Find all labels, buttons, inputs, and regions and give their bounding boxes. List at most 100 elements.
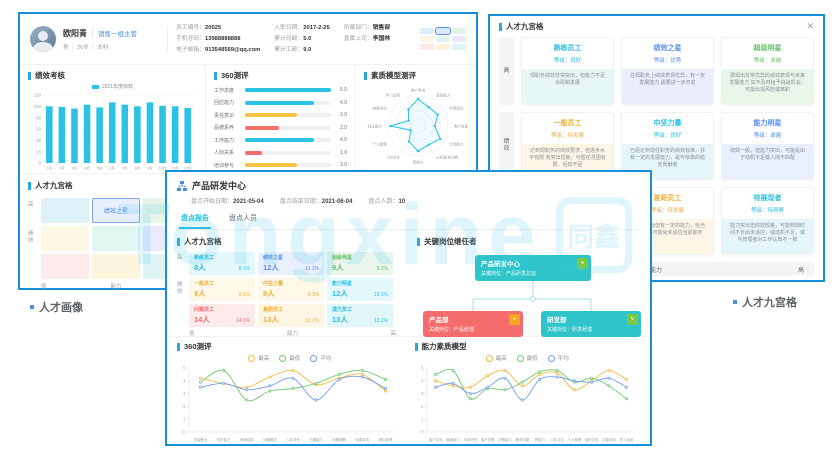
avatar: [30, 26, 56, 52]
meta-value: 2021-05-04: [233, 199, 264, 205]
tab-review-report[interactable]: 盘点报告: [179, 210, 211, 229]
svg-text:抗压能力: 抗压能力: [368, 124, 383, 129]
department-title: 产品研发中心: [192, 181, 247, 191]
org-node-child: 研发部 关键岗位：研发经理 ˅: [541, 311, 641, 337]
bullet-icon: [30, 305, 34, 309]
nine-grid-cell[interactable]: 绩效之星: [92, 198, 140, 223]
svg-text:组织认知: 组织认知: [584, 437, 598, 442]
title-accent-bar: [499, 22, 502, 31]
svg-text:5月: 5月: [97, 166, 103, 171]
svg-text:120: 120: [34, 93, 42, 98]
assessment-bar-fill: [245, 138, 314, 142]
employee-field: 手机号码：13988888888: [176, 35, 260, 43]
assessment-360-row: 工作能力 4.0: [214, 137, 347, 144]
org-connectors: [472, 281, 592, 311]
cell-count: 12人: [263, 263, 279, 272]
assessment-bar-track: [245, 88, 331, 92]
assessment-label: 回应能力: [214, 100, 235, 106]
field-label: 员工编号：: [176, 25, 205, 31]
grid-panel-header: 人才九宫格 ✕: [490, 16, 823, 35]
center-grid-cell: 一般员工 9人 9.1%: [189, 278, 255, 301]
field-label: 累计司龄：: [274, 36, 304, 42]
cell-count: 9人: [263, 289, 275, 298]
field-label: 所属部门：: [343, 25, 373, 31]
field-value: 913548569@qq.com: [205, 47, 261, 53]
svg-text:战略理解: 战略理解: [332, 437, 346, 442]
assessment-bar-track: [245, 125, 331, 130]
svg-text:9月: 9月: [147, 166, 153, 171]
row-axis-label: 绩效: [499, 112, 514, 180]
cell-percent: 8.1%: [238, 266, 250, 272]
cell-percent: 9.1%: [376, 266, 388, 272]
card-level: 等级：良好: [553, 58, 582, 64]
svg-text:7月: 7月: [122, 166, 128, 171]
assessment-bar-track: [245, 138, 331, 142]
svg-text:市场研究: 市场研究: [449, 106, 464, 111]
meta-label: 盘点人数：: [368, 199, 399, 205]
svg-text:1: 1: [421, 417, 424, 422]
svg-text:4: 4: [421, 378, 424, 383]
svg-text:忠诚敬业: 忠诚敬业: [194, 437, 208, 442]
title-accent-bar: [414, 342, 418, 351]
svg-text:60: 60: [36, 127, 41, 132]
expand-button[interactable]: ˅: [577, 258, 588, 269]
svg-text:客户关联: 客户关联: [454, 124, 469, 129]
legend-item: 平均: [547, 354, 569, 362]
center-grid-cell: 能力明星 12人 12.1%: [327, 278, 393, 301]
svg-text:分析解决问题: 分析解决问题: [436, 155, 458, 160]
assessment-360-row: 责任意识 3.0: [214, 112, 347, 119]
assessment-value: 1.0: [340, 149, 347, 156]
svg-text:营销能力: 营销能力: [436, 92, 451, 97]
performance-section: 绩效考核 2021年度绩效 0 20 40 60 80 100 120 1月 2月 3月 4月 5月 6…: [20, 65, 206, 173]
cell-percent: 12.1%: [373, 292, 388, 298]
assessment-360-row: 品德素养 2.0: [214, 124, 347, 132]
bullet-icon: [733, 300, 737, 304]
close-icon[interactable]: ✕: [806, 21, 814, 31]
expand-button[interactable]: ˅: [509, 314, 520, 325]
legend-item: 最高: [248, 354, 269, 362]
svg-text:结果导向: 结果导向: [372, 106, 387, 111]
card-level: 等级：卓越: [753, 133, 782, 139]
card-level: 等级：待发展: [650, 208, 684, 214]
section-title-model: 素质模型测评: [364, 70, 468, 81]
svg-text:11月: 11月: [171, 166, 178, 171]
cell-values: 13人 13.1%: [332, 314, 388, 325]
legend-marker: [485, 354, 493, 362]
expand-button[interactable]: ˅: [627, 314, 638, 325]
assessment-label: 工作能力: [214, 137, 235, 144]
card-level: 等级：卓越: [753, 58, 782, 64]
center-panel-content: 人才九宫格 高 绩效 熟练员工 8人 8.1% 绩效之星 12人 12.1% 超级明星 9人 9…: [167, 230, 650, 337]
assessment-360-row: 培训参与 3.0: [214, 162, 347, 169]
legend-label: 最低: [526, 356, 538, 362]
field-label: 电子邮箱：: [176, 47, 205, 53]
svg-text:3: 3: [421, 391, 424, 396]
legend-label: 平均: [557, 356, 569, 362]
mini-grid-cell: [452, 44, 466, 50]
legend-marker: [516, 354, 524, 362]
cell-count: 13人: [263, 315, 279, 324]
row-axis-text: 高: [503, 67, 510, 74]
cell-title: 超级明星: [332, 255, 353, 261]
center-nine-grid-section: 人才九宫格 高 绩效 熟练员工 8人 8.1% 绩效之星 12人 12.1% 超级明星 9人 9…: [177, 236, 405, 337]
assessment-value: 4.0: [340, 99, 347, 106]
card-title: 超级明星: [753, 45, 782, 52]
svg-text:6月: 6月: [109, 166, 115, 171]
svg-text:0: 0: [183, 430, 186, 435]
center-grid-cell: 中坚力量 9人 9.1%: [258, 278, 324, 301]
card-title: 中坚力量: [653, 120, 682, 127]
svg-text:8月: 8月: [135, 166, 141, 171]
tab-review-people[interactable]: 盘点人员: [229, 215, 257, 222]
svg-text:客户关联: 客户关联: [480, 437, 494, 442]
legend-marker: [310, 354, 318, 362]
cell-percent: 14.1%: [235, 318, 250, 324]
svg-text:结果导向: 结果导向: [356, 437, 370, 442]
cell-values: 9人 9.1%: [263, 288, 319, 299]
axis-high-label: 高: [177, 255, 183, 261]
assessment-360-row: 人际关系 1.0: [214, 149, 347, 157]
svg-text:10月: 10月: [159, 166, 167, 171]
svg-text:1月: 1月: [46, 166, 52, 171]
assessment-360-row: 工作态度 5.0: [214, 87, 347, 94]
svg-text:人际交往: 人际交往: [386, 155, 401, 160]
caption-talent-portrait: 人才画像: [30, 299, 83, 315]
